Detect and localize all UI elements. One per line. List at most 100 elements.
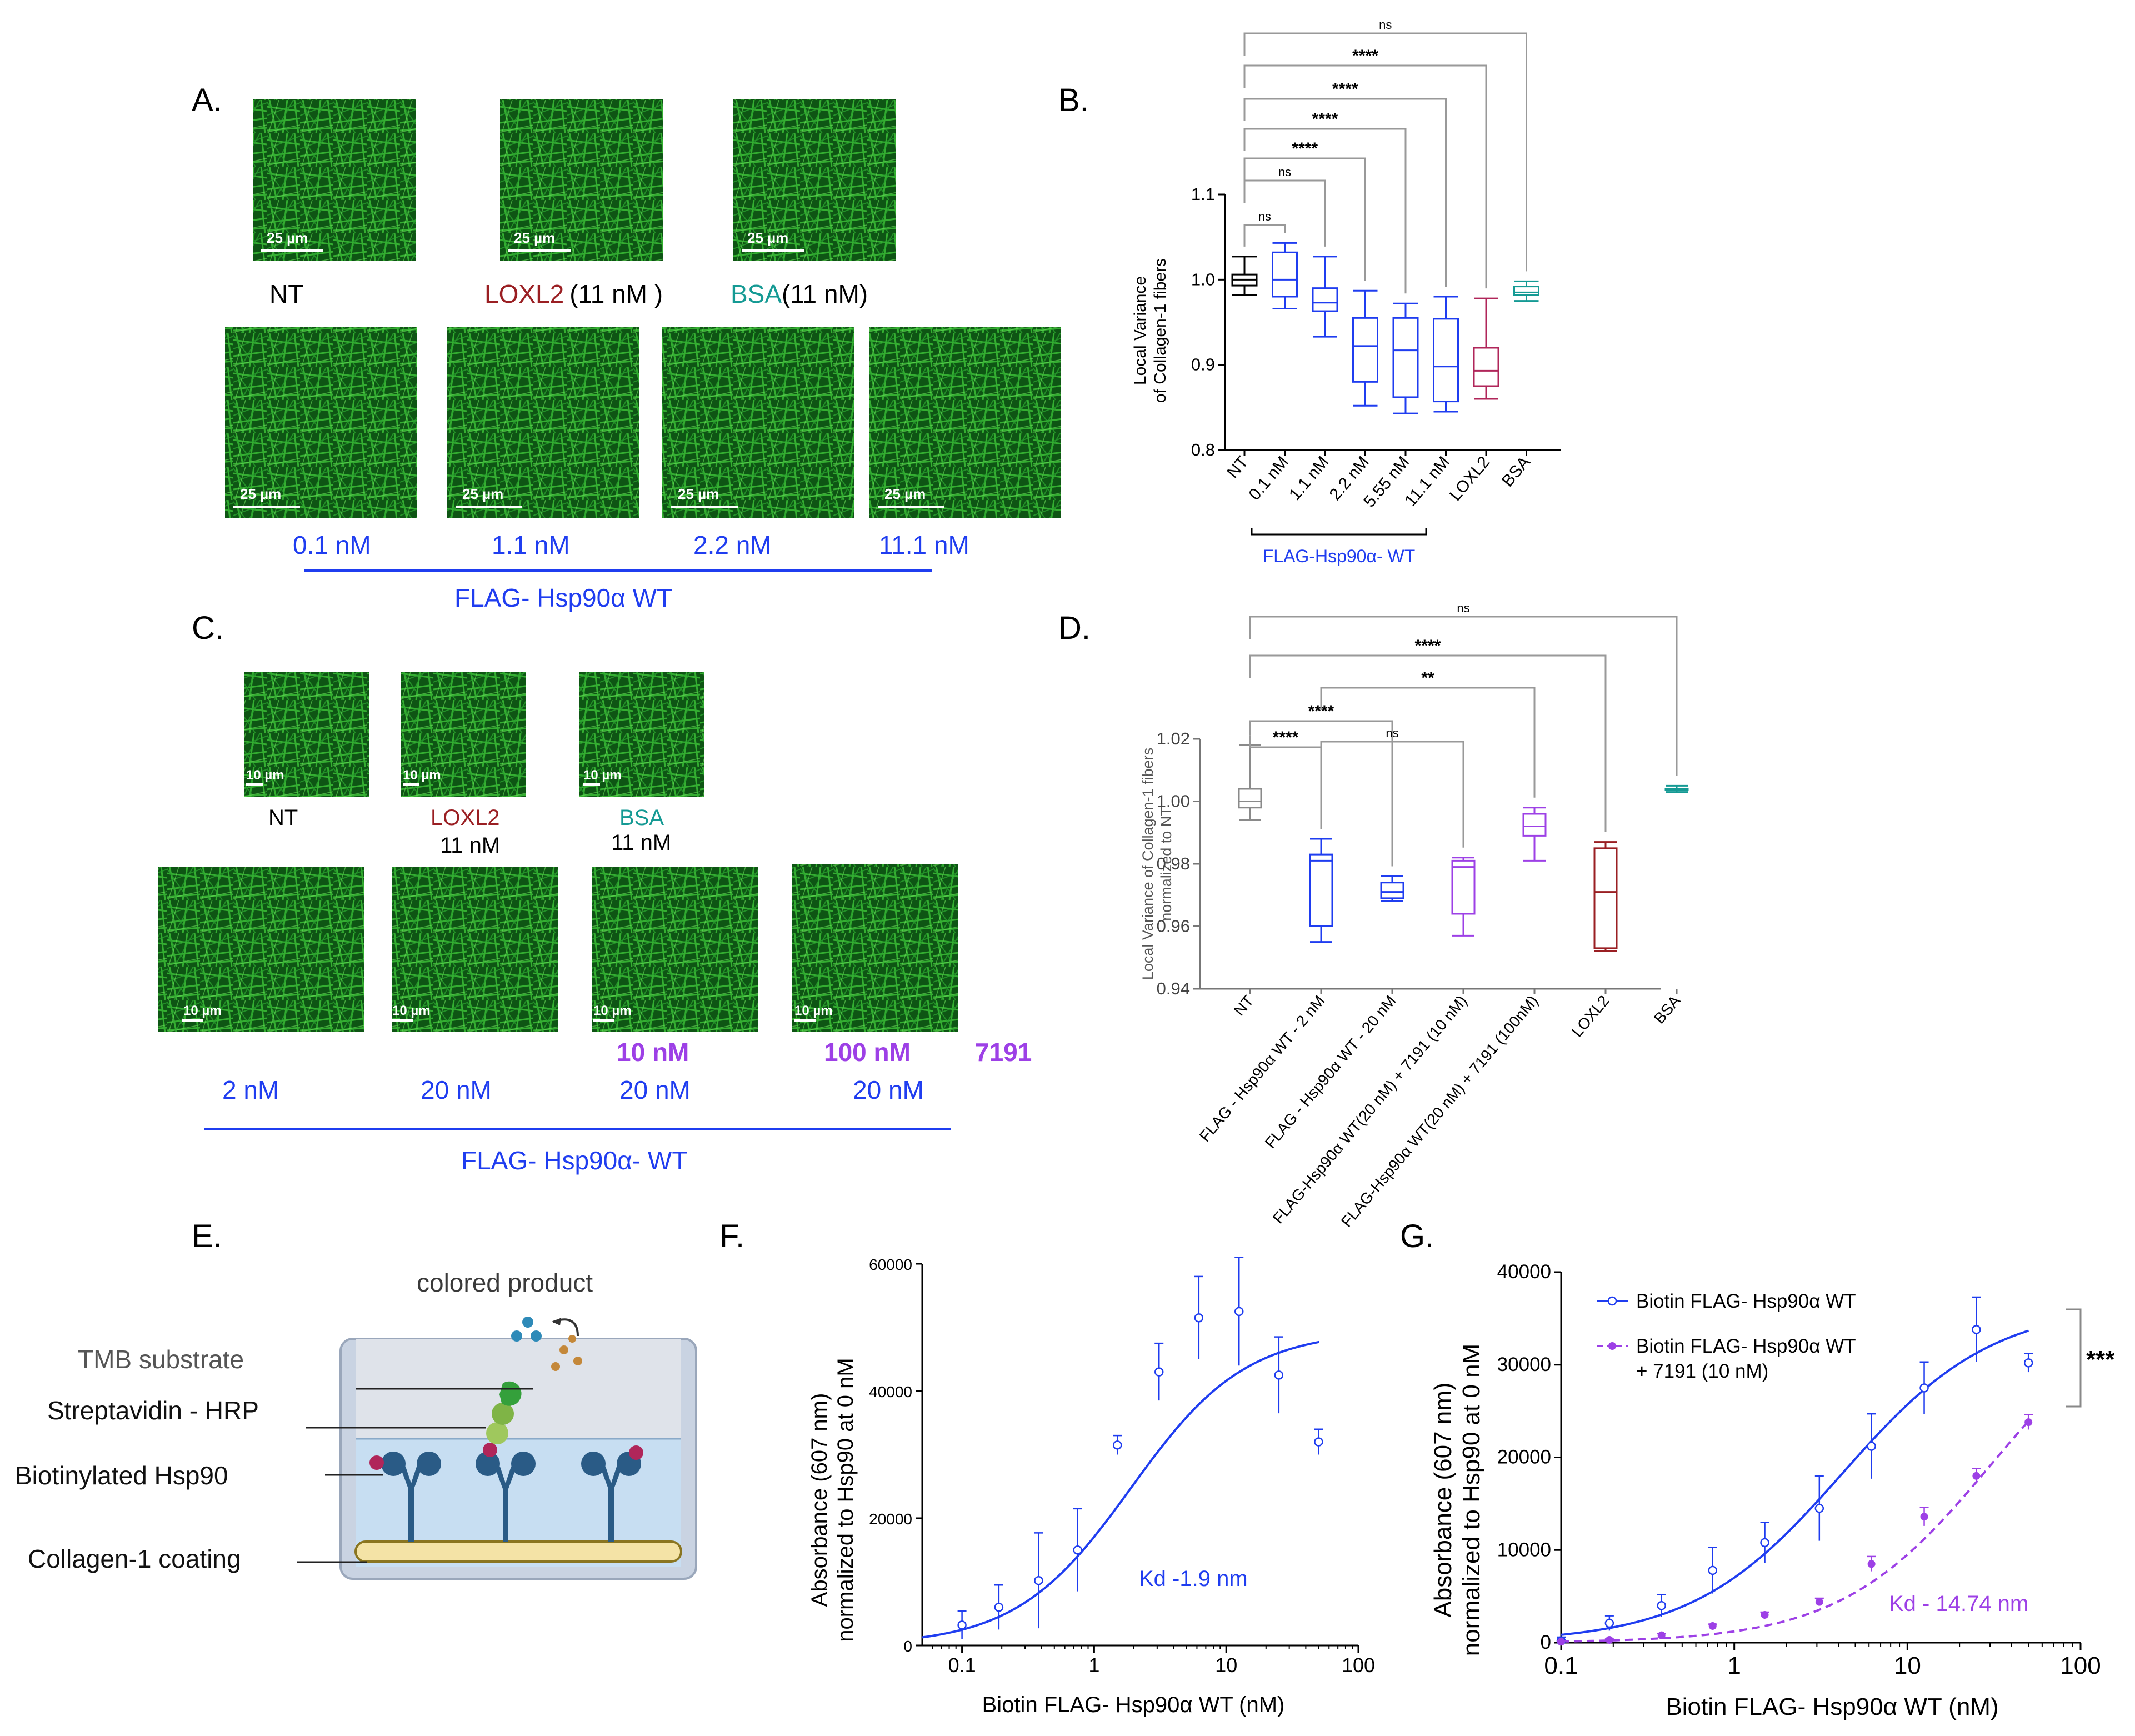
micrograph-a-2-2nm xyxy=(662,327,854,518)
scale-label: 10 µm xyxy=(246,768,284,783)
hsp90-molecule xyxy=(369,1452,441,1542)
fit-curve xyxy=(922,1340,1319,1639)
significance-bracket xyxy=(1243,98,1447,287)
box xyxy=(1309,853,1333,927)
box xyxy=(1380,882,1404,899)
micrograph-c-bsa xyxy=(579,672,704,797)
chart-g: Absorbance (607 nm) normalized to Hsp90 … xyxy=(1429,1261,2115,1720)
scale-bar xyxy=(392,1019,413,1022)
micrograph-c-nt xyxy=(244,672,369,797)
x-tick-label: 10 xyxy=(1215,1654,1237,1677)
scale-label: 25 µm xyxy=(747,229,788,246)
data-point xyxy=(1194,1313,1204,1323)
box xyxy=(1238,788,1262,809)
micrograph-c-2nm xyxy=(158,867,364,1032)
data-point xyxy=(1760,1538,1769,1548)
data-point xyxy=(1034,1575,1043,1585)
y-tick-label: 40000 xyxy=(1497,1261,1551,1283)
data-point xyxy=(1972,1472,1981,1480)
significance-label: **** xyxy=(1415,637,1441,655)
scale-label: 10 µm xyxy=(583,768,622,783)
scale-bar xyxy=(671,506,738,508)
box xyxy=(1593,847,1618,949)
y-tick-label: 0.9 xyxy=(1191,355,1215,374)
data-point xyxy=(1708,1622,1717,1630)
y-tick-label: 0.98 xyxy=(1157,854,1190,873)
y-axis-label: Absorbance (607 nm) xyxy=(1429,1382,1457,1617)
conc-label: 2 nM xyxy=(222,1075,279,1104)
data-point xyxy=(1920,1513,1928,1521)
kd-annotation: Kd - 14.74 nm xyxy=(1889,1592,2028,1616)
legend-label: Biotin FLAG- Hsp90α WT xyxy=(1636,1290,1856,1312)
label-loxl2-conc: 11 nM xyxy=(440,833,500,858)
y-tick-label: 0.8 xyxy=(1191,440,1215,459)
y-axis-label: of Collagen-1 fibers xyxy=(1151,258,1169,403)
x-tick-label: 0.1 nM xyxy=(1246,453,1292,503)
significance-bracket xyxy=(1243,64,1487,289)
x-tick-label: FLAG - Hsp90α WT - 2 nM xyxy=(1196,992,1328,1145)
data-point xyxy=(1314,1437,1323,1447)
panel-letter-f: F. xyxy=(719,1218,744,1254)
significance-bracket xyxy=(1320,741,1464,848)
fit-curve xyxy=(1561,1329,2029,1636)
scale-label: 10 µm xyxy=(183,1003,222,1018)
hsp90-molecule xyxy=(581,1445,643,1542)
significance-bracket xyxy=(1243,32,1527,272)
group-label: FLAG- Hsp90α- WT xyxy=(461,1146,687,1175)
label-bsa-name: BSA xyxy=(731,279,782,308)
significance-bracket xyxy=(1243,224,1286,247)
legend-marker xyxy=(1607,1296,1617,1306)
significance-label: **** xyxy=(1332,80,1358,98)
scale-bar xyxy=(742,249,804,252)
significance-label: ns xyxy=(1379,18,1392,32)
group-label: FLAG- Hsp90α WT xyxy=(454,583,672,612)
micrograph-a-nt xyxy=(253,99,416,261)
scale-label: 25 µm xyxy=(884,486,926,502)
scale-bar xyxy=(794,1019,816,1022)
y-tick-label: 1.0 xyxy=(1191,269,1215,289)
y-axis-label: normalized to Hsp90 at 0 nM xyxy=(833,1358,858,1642)
data-point xyxy=(1234,1307,1244,1317)
significance-bracket xyxy=(1243,157,1366,281)
box xyxy=(1312,287,1338,312)
data-point xyxy=(1972,1325,1981,1334)
x-tick-label: 100 xyxy=(2060,1652,2101,1679)
significance-bracket xyxy=(1249,720,1393,867)
inhibitor-name: 7191 xyxy=(975,1038,1032,1067)
scale-bar xyxy=(508,249,571,252)
chart-f: Absorbance (607 nm) normalized to Hsp90 … xyxy=(807,1256,1375,1717)
hsp90-molecule xyxy=(476,1443,536,1542)
significance-label: ns xyxy=(1386,726,1398,740)
micrograph-c-20nm xyxy=(392,867,558,1032)
y-tick-label: 0 xyxy=(903,1638,912,1655)
data-point xyxy=(1113,1440,1122,1450)
conc-label: 20 nM xyxy=(421,1075,492,1104)
y-tick-label: 1.1 xyxy=(1191,184,1215,204)
y-tick-label: 0.96 xyxy=(1157,917,1190,936)
scale-label: 25 µm xyxy=(240,486,281,502)
panel-a-micrographs: 25 µm 25 µm 25 µm 25 µm 25 µm 25 µm 25 µ… xyxy=(225,99,1061,518)
y-tick-label: 1.02 xyxy=(1157,729,1190,748)
y-axis-label: normalized to Hsp90 at 0 nM xyxy=(1458,1344,1485,1657)
data-point xyxy=(1919,1383,1929,1393)
box xyxy=(1451,859,1476,915)
x-tick-label: BSA xyxy=(1651,992,1684,1027)
conc-label: 11.1 nM xyxy=(879,531,969,559)
panel-letter-c: C. xyxy=(192,610,224,646)
data-point xyxy=(1761,1610,1769,1619)
chart-b: Local Variance of Collagen-1 fibers 0.8 0… xyxy=(1131,18,1561,566)
scale-label: 25 µm xyxy=(267,229,308,246)
scale-bar xyxy=(261,249,323,252)
scale-bar xyxy=(456,506,522,508)
arrow-head xyxy=(553,1318,561,1325)
x-tick-label: 100 xyxy=(1342,1654,1375,1677)
panel-letter-g: G. xyxy=(1400,1218,1434,1254)
y-axis-label: Local Variance xyxy=(1131,276,1149,385)
inhibitor-conc: 100 nM xyxy=(824,1038,911,1067)
y-tick-label: 0.94 xyxy=(1157,979,1190,998)
micrograph-a-bsa xyxy=(733,99,896,261)
label-nt: NT xyxy=(269,279,303,308)
significance-label: **** xyxy=(1312,110,1338,128)
data-point xyxy=(1867,1442,1876,1451)
label-colored-product: colored product xyxy=(417,1268,593,1297)
